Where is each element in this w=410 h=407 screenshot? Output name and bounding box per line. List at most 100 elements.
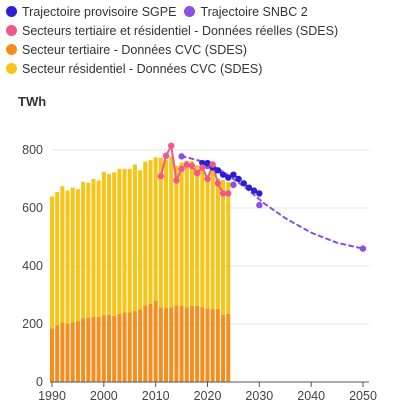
legend-item-sgpe[interactable]: Trajectoire provisoire SGPE bbox=[6, 5, 176, 19]
point-real-data-2015 bbox=[178, 165, 185, 173]
bar-residentiel-2012 bbox=[164, 160, 169, 309]
bar-tertiaire-1991 bbox=[55, 325, 60, 382]
point-real-data-2023 bbox=[219, 190, 227, 197]
point-snbc2-2050 bbox=[359, 245, 367, 252]
point-real-data-2016 bbox=[183, 161, 190, 168]
point-real-data-2011 bbox=[157, 172, 165, 180]
legend-label-residentiel: Secteur résidentiel - Données CVC (SDES) bbox=[22, 61, 263, 76]
bar-tertiaire-2013 bbox=[169, 307, 174, 382]
bar-tertiaire-1993 bbox=[65, 324, 70, 382]
legend-label-tertiaire: Secteur tertiaire - Données CVC (SDES) bbox=[22, 42, 248, 57]
bar-residentiel-1999 bbox=[96, 180, 101, 317]
bar-tertiaire-2016 bbox=[184, 307, 189, 382]
point-real-data-2014 bbox=[173, 177, 180, 184]
x-tick-label-2050: 2050 bbox=[349, 389, 377, 403]
bar-tertiaire-2022 bbox=[215, 308, 220, 382]
bar-tertiaire-2000 bbox=[101, 315, 106, 382]
bar-residentiel-2010 bbox=[153, 157, 158, 301]
legend-swatch-real-data bbox=[6, 25, 17, 36]
bar-residentiel-1991 bbox=[55, 192, 60, 326]
bar-residentiel-2019 bbox=[200, 165, 205, 308]
bar-layer bbox=[49, 156, 231, 382]
bar-residentiel-1998 bbox=[91, 179, 96, 317]
bar-residentiel-1997 bbox=[86, 182, 91, 318]
bar-residentiel-2023 bbox=[221, 179, 226, 315]
legend-label-sgpe: Trajectoire provisoire SGPE bbox=[22, 4, 177, 19]
legend-item-residentiel[interactable]: Secteur résidentiel - Données CVC (SDES) bbox=[6, 62, 262, 76]
bar-tertiaire-2024 bbox=[226, 313, 231, 382]
point-real-data-2020 bbox=[204, 175, 211, 183]
legend-item-real-data[interactable]: Secteurs tertiaire et résidentiel - Donn… bbox=[6, 24, 338, 38]
x-tick-label-1990: 1990 bbox=[38, 389, 66, 403]
axis-layer: 0 200 400 600 800 1990 2000 2010 2020 2030 2040 205… bbox=[22, 143, 377, 403]
marker-layer bbox=[157, 142, 367, 252]
bar-tertiaire-2018 bbox=[195, 306, 200, 382]
bar-residentiel-2004 bbox=[122, 168, 127, 313]
bar-residentiel-2017 bbox=[189, 161, 194, 307]
bar-tertiaire-2007 bbox=[138, 309, 143, 382]
x-tick-label-2020: 2020 bbox=[194, 389, 222, 403]
bar-tertiaire-2004 bbox=[122, 312, 127, 382]
bar-tertiaire-1994 bbox=[70, 322, 75, 382]
y-tick-label-400: 400 bbox=[22, 259, 43, 273]
point-real-data-2021 bbox=[209, 161, 216, 168]
bar-residentiel-2007 bbox=[138, 170, 143, 310]
bar-tertiaire-1997 bbox=[86, 317, 91, 382]
point-snbc2-2015 bbox=[178, 153, 185, 160]
bar-tertiaire-2017 bbox=[189, 306, 194, 382]
bar-tertiaire-2003 bbox=[117, 313, 122, 382]
bar-residentiel-2014 bbox=[174, 165, 179, 306]
bar-residentiel-2024 bbox=[226, 181, 231, 314]
bar-tertiaire-1998 bbox=[91, 316, 96, 382]
bar-tertiaire-1996 bbox=[81, 318, 86, 382]
bar-tertiaire-2023 bbox=[221, 314, 226, 382]
bar-residentiel-2011 bbox=[158, 157, 163, 308]
x-tick-label-2000: 2000 bbox=[90, 389, 118, 403]
bar-tertiaire-2006 bbox=[132, 310, 137, 382]
point-real-data-2024 bbox=[225, 190, 232, 197]
point-real-data-2019 bbox=[199, 164, 206, 171]
bar-tertiaire-2008 bbox=[143, 305, 148, 382]
legend-item-tertiaire[interactable]: Secteur tertiaire - Données CVC (SDES) bbox=[6, 43, 247, 57]
bar-tertiaire-2011 bbox=[158, 307, 163, 382]
point-snbc2-2025 bbox=[230, 181, 237, 188]
bar-residentiel-2022 bbox=[215, 178, 220, 309]
bar-residentiel-2003 bbox=[117, 168, 122, 314]
bar-residentiel-2008 bbox=[143, 161, 148, 306]
bar-tertiaire-2012 bbox=[164, 308, 169, 382]
bar-residentiel-1994 bbox=[70, 187, 75, 323]
legend-label-real-data: Secteurs tertiaire et résidentiel - Donn… bbox=[22, 23, 339, 38]
bar-tertiaire-2020 bbox=[205, 308, 210, 382]
point-sgpe-2020 bbox=[204, 159, 211, 167]
bar-residentiel-2001 bbox=[106, 174, 112, 315]
legend-swatch-snbc2 bbox=[184, 6, 196, 17]
x-tick-label-2030: 2030 bbox=[245, 389, 273, 403]
line-snbc2 bbox=[180, 155, 364, 250]
bar-residentiel-2016 bbox=[184, 160, 189, 308]
line-real-data bbox=[159, 144, 230, 195]
point-real-data-2018 bbox=[193, 170, 201, 177]
legend-item-snbc2[interactable]: Trajectoire SNBC 2 bbox=[184, 4, 308, 19]
bar-residentiel-2020 bbox=[205, 174, 210, 309]
x-tick-label-2040: 2040 bbox=[297, 389, 325, 403]
point-sgpe-2028 bbox=[245, 184, 253, 191]
point-sgpe-2030 bbox=[256, 190, 263, 197]
legend-swatch-tertiaire bbox=[6, 44, 17, 55]
bar-tertiaire-2015 bbox=[179, 306, 184, 382]
legend-swatch-residentiel bbox=[6, 63, 17, 74]
bar-residentiel-2002 bbox=[112, 172, 117, 316]
y-tick-label-200: 200 bbox=[22, 317, 43, 331]
bar-tertiaire-2014 bbox=[174, 305, 179, 382]
bar-tertiaire-2019 bbox=[200, 307, 205, 382]
point-sgpe-2023 bbox=[219, 171, 227, 178]
bar-residentiel-1990 bbox=[49, 196, 55, 329]
bar-residentiel-2015 bbox=[179, 162, 184, 307]
y-tick-label-600: 600 bbox=[22, 201, 43, 215]
bar-residentiel-2006 bbox=[132, 164, 137, 311]
bar-residentiel-2000 bbox=[101, 171, 106, 316]
legend-label-snbc2: Trajectoire SNBC 2 bbox=[200, 4, 308, 19]
bar-tertiaire-2009 bbox=[148, 303, 153, 382]
point-real-data-2013 bbox=[168, 142, 175, 149]
point-sgpe-2024 bbox=[225, 174, 232, 181]
